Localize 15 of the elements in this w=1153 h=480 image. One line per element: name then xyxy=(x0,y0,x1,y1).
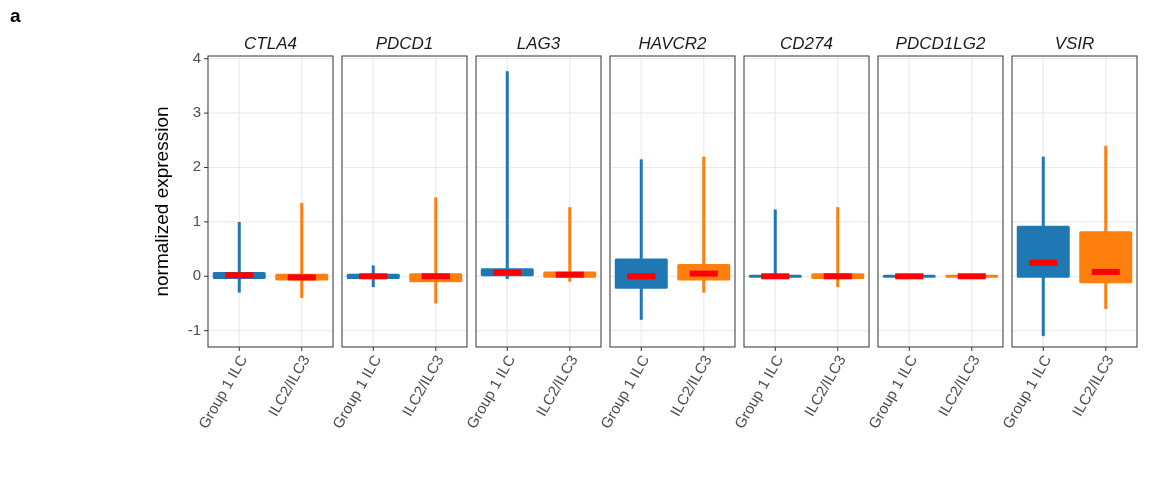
chart-title: CD274 xyxy=(780,34,833,53)
y-tick-label: 1 xyxy=(192,211,201,229)
y-tick-label: 0 xyxy=(192,266,201,284)
chart-title: HAVCR2 xyxy=(638,34,708,53)
y-tick-label: 2 xyxy=(192,157,201,175)
y-tick-label: 4 xyxy=(192,48,201,66)
chart-title: PDCD1LG2 xyxy=(895,34,986,53)
y-tick-label: 3 xyxy=(192,103,201,121)
chart-title: PDCD1 xyxy=(375,34,434,53)
text: a xyxy=(10,5,21,26)
chart-title: LAG3 xyxy=(516,34,561,53)
y-tick-label: -1 xyxy=(187,320,201,338)
y-axis-title: normalized expression xyxy=(151,106,172,297)
chart-title: CTLA4 xyxy=(244,34,297,53)
chart-title: VSIR xyxy=(1054,34,1095,53)
